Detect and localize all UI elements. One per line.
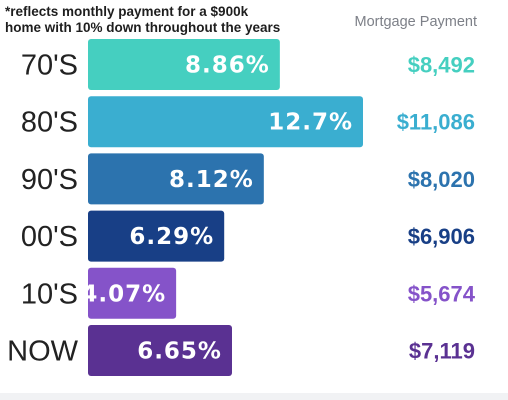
bar-5	[88, 325, 232, 376]
footnote: *reflects monthly payment for a $900k ho…	[5, 4, 305, 36]
rate-label-3: 6.29%	[129, 224, 214, 250]
category-label-5: NOW	[7, 336, 79, 368]
category-label-2: 90'S	[21, 164, 78, 196]
category-label-0: 70'S	[21, 50, 78, 82]
footnote-line-2: home with 10% down throughout the years	[5, 20, 281, 35]
bar-0	[88, 39, 280, 90]
footnote-line-1: *reflects monthly payment for a $900k	[5, 4, 249, 19]
rate-label-4: 4.07%	[81, 281, 166, 307]
bottom-strip	[0, 393, 508, 400]
payment-label-3: $6,906	[408, 224, 475, 249]
bar-2	[88, 153, 264, 205]
payment-label-5: $7,119	[409, 339, 475, 364]
rate-label-1: 12.7%	[268, 110, 353, 136]
payment-label-0: $8,492	[408, 53, 475, 78]
rate-label-0: 8.86%	[185, 53, 270, 79]
rate-label-5: 6.65%	[137, 339, 222, 365]
category-label-4: 10'S	[21, 278, 78, 310]
category-label-3: 00'S	[21, 221, 78, 253]
payment-label-2: $8,020	[408, 167, 475, 192]
bar-4	[88, 267, 177, 319]
rate-label-2: 8.12%	[169, 167, 254, 193]
bar-1	[88, 96, 363, 148]
bar-3	[88, 210, 225, 262]
payment-label-1: $11,086	[397, 110, 475, 135]
payment-label-4: $5,674	[408, 281, 476, 306]
category-label-1: 80'S	[21, 107, 78, 139]
mortgage-payment-header: Mortgage Payment	[354, 14, 477, 30]
